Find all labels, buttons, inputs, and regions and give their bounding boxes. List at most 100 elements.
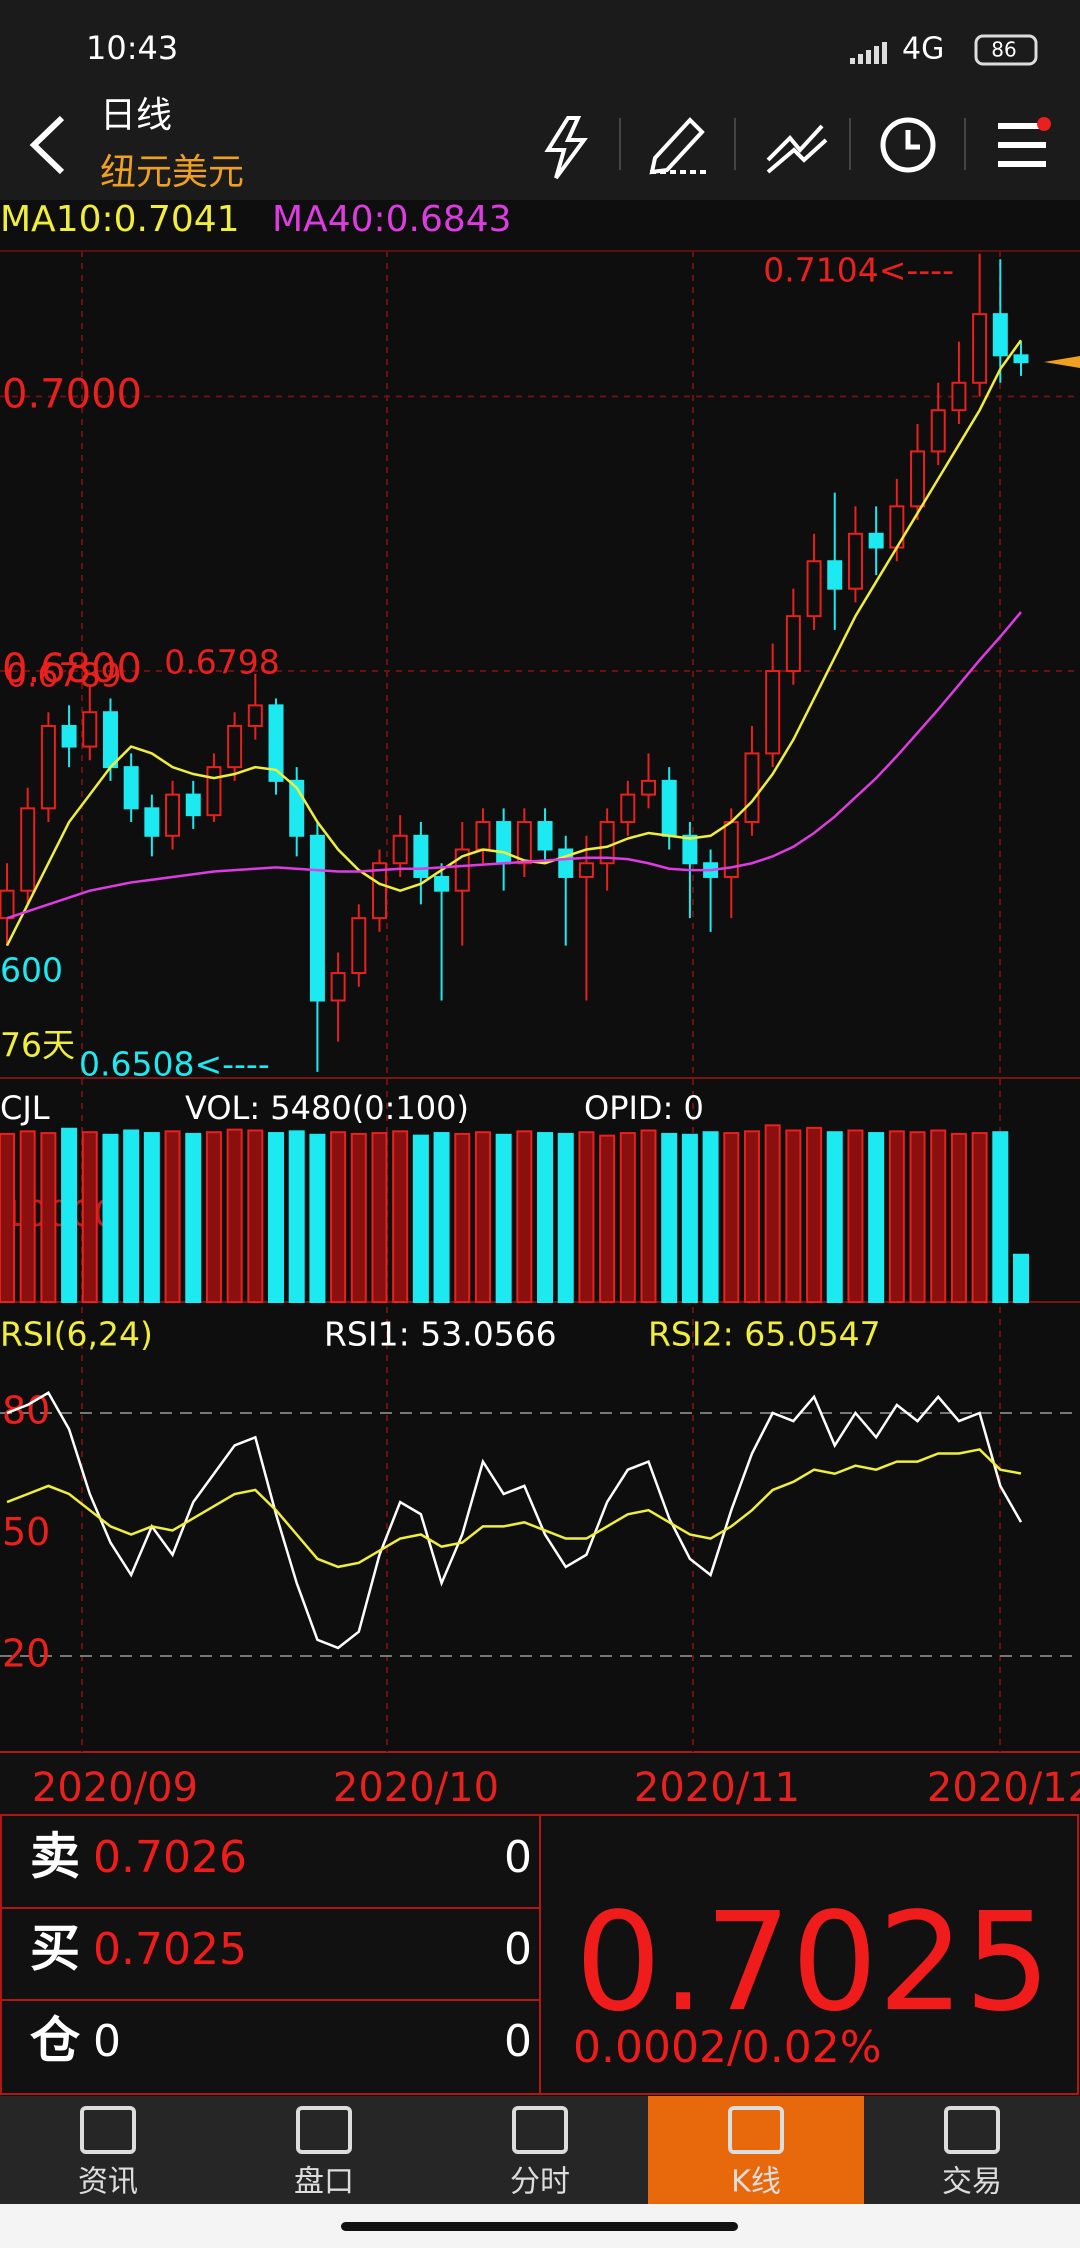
candle-body <box>972 313 988 384</box>
quote-qty: 0 <box>504 1832 532 1883</box>
volume-bar <box>868 1132 885 1303</box>
candle-body <box>785 615 801 673</box>
volume-bar <box>930 1129 947 1303</box>
date-label: 2020/11 <box>634 1765 800 1811</box>
price-annotation: 0.6789 <box>6 656 121 695</box>
candle-body <box>123 766 139 810</box>
tab-icon <box>728 2106 784 2154</box>
volume-bar <box>661 1132 678 1304</box>
volume-bar <box>723 1132 740 1303</box>
y-tick-label: 0.6800 <box>2 646 142 692</box>
volume-bar <box>578 1131 595 1303</box>
volume-bar <box>330 1131 347 1303</box>
quote-side: 仓 <box>30 2012 81 2070</box>
quote-side: 卖 <box>30 1828 80 1886</box>
tab-label: 分时 <box>510 2165 570 2200</box>
ma-line <box>5 339 1023 947</box>
tab[interactable]: 盘口 <box>294 2106 354 2200</box>
volume-bar <box>412 1134 429 1303</box>
candle-body <box>268 704 284 782</box>
candle-body <box>868 532 884 549</box>
volume-bar <box>806 1126 823 1304</box>
volume-bar <box>1013 1253 1029 1303</box>
volume-bar <box>681 1133 698 1304</box>
candle-body <box>537 821 553 851</box>
volume-bar <box>247 1129 264 1303</box>
candle-body <box>102 711 118 769</box>
quote-price: 0.7025 <box>93 1924 247 1975</box>
volume-bar <box>599 1134 616 1303</box>
tab-icon <box>296 2106 352 2154</box>
volume-bar <box>702 1131 719 1303</box>
volume-bar <box>185 1132 202 1304</box>
volume-bar <box>392 1130 409 1304</box>
volume-bar <box>268 1132 285 1303</box>
price-annotation: 0.7104<---- <box>763 251 954 290</box>
indicator-icon[interactable] <box>766 124 828 174</box>
rsi-line <box>6 1448 1022 1569</box>
signal-icon <box>850 42 887 64</box>
quote-qty: 0 <box>504 2016 532 2067</box>
candle-body <box>61 724 77 748</box>
candle-body <box>744 752 760 824</box>
quote-price: 0.7026 <box>93 1832 247 1883</box>
volume-bar <box>454 1132 471 1304</box>
price-annotation: 0.6798 <box>164 643 279 682</box>
y-tick-label: 50 <box>2 1510 50 1554</box>
tab[interactable]: K线 <box>648 2096 864 2204</box>
volume-bar <box>950 1132 967 1304</box>
tab[interactable]: 分时 <box>510 2106 570 2200</box>
candle-body <box>351 917 367 975</box>
candle-body <box>40 724 56 810</box>
panel-title: CJL <box>0 1089 50 1127</box>
candle-body <box>330 972 346 1002</box>
candle-body <box>661 779 677 837</box>
candle-body <box>930 409 946 453</box>
tab[interactable]: 资讯 <box>78 2106 138 2200</box>
candle-body <box>309 834 325 1002</box>
price-annotation: 600 <box>0 951 63 990</box>
quote-qty: 0 <box>504 1924 532 1975</box>
draw-icon[interactable] <box>649 117 710 175</box>
volume-bar <box>350 1132 367 1304</box>
volume-bar <box>288 1130 305 1304</box>
volume-bar <box>992 1131 1009 1303</box>
volume-bar <box>40 1132 57 1303</box>
tab-icon <box>512 2106 568 2154</box>
legend-label: MA10:0.7041 <box>0 199 240 240</box>
tab-icon <box>80 2106 136 2154</box>
volume-bar <box>433 1132 450 1303</box>
rsi-line <box>6 1391 1023 1650</box>
volume-bar <box>888 1130 905 1304</box>
candle-body <box>206 766 222 817</box>
candle-body <box>247 704 263 727</box>
candle-body <box>641 779 657 796</box>
volume-bar <box>0 1132 15 1304</box>
candle-body <box>144 807 160 837</box>
tab-label: 交易 <box>942 2165 1002 2200</box>
candle-body <box>1013 354 1029 364</box>
candle-body <box>847 532 863 590</box>
candle-body <box>806 560 822 618</box>
candle-body <box>516 821 532 865</box>
last-price: 0.7025 <box>575 1884 1051 2042</box>
flash-icon[interactable] <box>544 116 588 180</box>
menu-icon[interactable] <box>998 117 1051 167</box>
candle-body <box>765 670 781 755</box>
candle-body <box>682 834 698 865</box>
price-annotation: 0.6508<---- <box>79 1045 270 1084</box>
period-icon[interactable] <box>880 117 936 173</box>
tab[interactable]: 交易 <box>942 2106 1002 2200</box>
candle-body <box>910 450 926 508</box>
volume-bar <box>971 1132 988 1303</box>
candle-body <box>371 862 387 920</box>
candle-body <box>951 381 967 412</box>
legend-label: RSI2: 65.0547 <box>648 1315 881 1354</box>
tab-label: 资讯 <box>78 2165 138 2200</box>
volume-bar <box>743 1130 760 1304</box>
network: 4G <box>902 32 944 67</box>
home-indicator[interactable] <box>341 2222 738 2231</box>
back-button[interactable] <box>29 115 65 175</box>
volume-bar <box>164 1130 181 1304</box>
